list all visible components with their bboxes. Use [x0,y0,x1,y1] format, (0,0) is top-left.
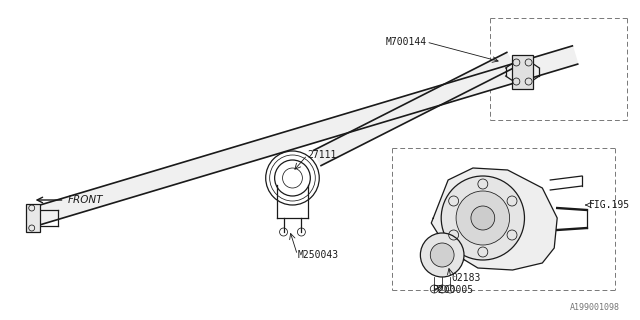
Circle shape [456,191,509,245]
FancyBboxPatch shape [26,204,40,232]
Text: FRONT: FRONT [67,195,103,205]
Polygon shape [314,52,515,165]
Polygon shape [431,168,557,270]
Text: 27111: 27111 [307,150,337,160]
Circle shape [420,233,464,277]
Text: M250043: M250043 [298,250,339,260]
Circle shape [471,206,495,230]
Text: 02183: 02183 [451,273,481,283]
Circle shape [430,243,454,267]
Polygon shape [27,46,578,227]
Text: P200005: P200005 [432,285,474,295]
Text: FIG.195: FIG.195 [589,200,630,210]
Text: M700144: M700144 [385,37,426,47]
FancyBboxPatch shape [511,55,533,89]
Text: A199001098: A199001098 [570,303,620,312]
Circle shape [441,176,524,260]
